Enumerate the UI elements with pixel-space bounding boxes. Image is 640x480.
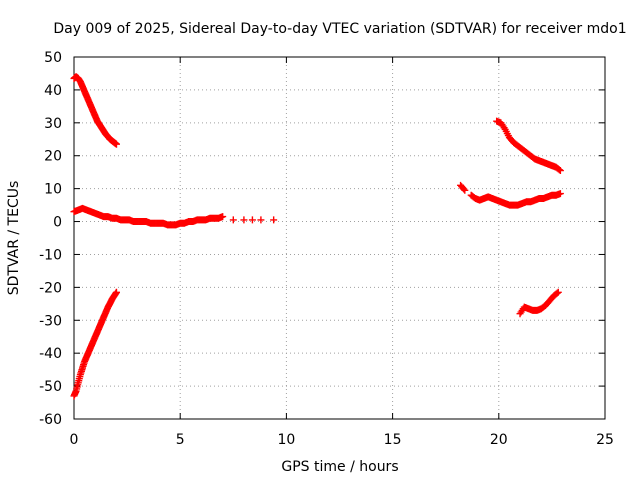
x-tick-label: 15 xyxy=(384,432,402,448)
x-tick-label: 5 xyxy=(176,432,185,448)
chart-title: Day 009 of 2025, Sidereal Day-to-day VTE… xyxy=(53,21,626,37)
y-tick-label: 0 xyxy=(53,215,62,231)
gridlines xyxy=(74,57,605,419)
x-tick-label: 20 xyxy=(490,432,508,448)
y-tick-label: 10 xyxy=(44,182,62,198)
x-tick-label: 0 xyxy=(70,432,79,448)
x-tick-label: 25 xyxy=(596,432,614,448)
axis-ticks: -60 -50 -40 -30 -20 -10 0 10 20 30 40 50 0 5 10 15 20 25 xyxy=(39,50,614,448)
y-tick-label: 30 xyxy=(44,116,62,132)
data-point-arc-late-lower xyxy=(553,289,561,297)
y-tick-label: -10 xyxy=(39,247,62,263)
data-point-arc-near-zero xyxy=(248,216,256,224)
y-tick-label: -50 xyxy=(39,379,62,395)
data-point-arc-late-middle xyxy=(460,185,468,193)
x-axis-label: GPS time / hours xyxy=(281,459,398,475)
y-tick-label: -20 xyxy=(39,280,62,296)
data-point-arc-late-lower xyxy=(554,288,562,296)
x-tick-label: 10 xyxy=(277,432,295,448)
data-points xyxy=(70,73,564,400)
y-tick-label: 40 xyxy=(44,83,62,99)
data-point-arc-low-rising xyxy=(112,288,120,296)
data-point-arc-late-middle xyxy=(461,186,469,194)
plot-frame xyxy=(73,56,606,420)
y-tick-label: -40 xyxy=(39,346,62,362)
data-point-arc-late-upper xyxy=(556,167,564,175)
y-tick-label: -30 xyxy=(39,313,62,329)
y-tick-label: 50 xyxy=(44,50,62,66)
data-point-arc-late-upper xyxy=(555,166,563,174)
y-tick-label: -60 xyxy=(39,412,62,428)
data-point-arc-near-zero xyxy=(219,213,227,221)
data-point-arc-near-zero xyxy=(240,216,248,224)
data-point-arc-late-middle xyxy=(556,190,564,198)
y-axis-label: SDTVAR / TECUs xyxy=(6,181,22,296)
data-point-arc-high-falling xyxy=(112,140,120,148)
data-point-arc-near-zero xyxy=(270,216,278,224)
data-point-arc-near-zero xyxy=(229,216,237,224)
data-point-arc-near-zero xyxy=(257,216,265,224)
y-tick-label: 20 xyxy=(44,149,62,165)
